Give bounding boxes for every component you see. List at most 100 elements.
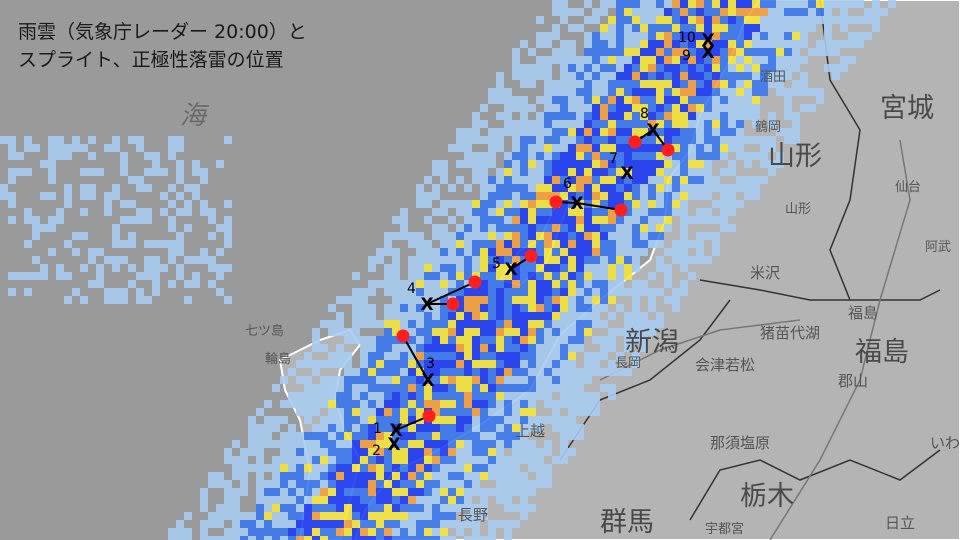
radar-cell [352, 288, 360, 296]
connector-line [576, 202, 622, 211]
radar-cell [608, 312, 616, 320]
radar-cell [528, 344, 536, 352]
radar-cell [544, 464, 552, 472]
radar-cell [456, 496, 464, 504]
radar-cell [392, 296, 400, 304]
radar-cell [432, 224, 440, 232]
radar-cell [448, 312, 456, 320]
radar-cell [344, 328, 352, 336]
radar-cell [728, 104, 736, 112]
radar-cell [392, 400, 400, 408]
radar-cell [592, 400, 600, 408]
radar-cell [568, 344, 576, 352]
radar-cell [504, 328, 512, 336]
radar-cell [664, 264, 672, 272]
radar-cell [512, 520, 520, 528]
radar-cell [560, 136, 568, 144]
radar-cell [656, 96, 664, 104]
radar-cell [536, 472, 544, 480]
radar-cell [456, 272, 464, 280]
radar-cell [280, 464, 288, 472]
radar-cell [792, 80, 800, 88]
radar-cell [712, 96, 720, 104]
radar-cell [312, 336, 320, 344]
radar-cell [392, 480, 400, 488]
radar-cell [360, 360, 368, 368]
radar-cell [832, 16, 840, 24]
radar-cell [376, 256, 384, 264]
radar-cell [176, 248, 184, 256]
radar-cell [424, 432, 432, 440]
radar-cell [664, 64, 672, 72]
radar-cell [464, 208, 472, 216]
radar-cell [696, 248, 704, 256]
radar-cell [336, 360, 344, 368]
radar-cell [328, 320, 336, 328]
radar-cell [192, 256, 200, 264]
radar-cell [664, 296, 672, 304]
radar-cell [664, 160, 672, 168]
radar-cell [496, 376, 504, 384]
radar-cell [480, 440, 488, 448]
radar-cell [416, 304, 424, 312]
radar-cell [584, 168, 592, 176]
radar-cell [368, 528, 376, 536]
radar-cell [352, 320, 360, 328]
radar-cell [536, 376, 544, 384]
radar-cell [728, 0, 736, 8]
radar-cell [48, 160, 56, 168]
radar-cell [248, 416, 256, 424]
place-label: 長野 [458, 506, 489, 524]
radar-cell [592, 368, 600, 376]
radar-cell [416, 488, 424, 496]
radar-cell [736, 120, 744, 128]
radar-cell [784, 72, 792, 80]
radar-cell [696, 160, 704, 168]
radar-cell [600, 240, 608, 248]
radar-cell [736, 96, 744, 104]
radar-cell [776, 152, 784, 160]
sprite-x-marker: X [620, 164, 633, 184]
radar-cell [112, 296, 120, 304]
radar-cell [576, 408, 584, 416]
radar-cell [720, 208, 728, 216]
radar-cell [848, 16, 856, 24]
radar-cell [560, 336, 568, 344]
sprite-x-marker: X [387, 435, 400, 455]
radar-cell [376, 472, 384, 480]
radar-cell [328, 432, 336, 440]
radar-cell [624, 128, 632, 136]
radar-cell [552, 424, 560, 432]
radar-cell [232, 504, 240, 512]
radar-cell [440, 320, 448, 328]
radar-cell [408, 360, 416, 368]
radar-cell [672, 296, 680, 304]
radar-cell [728, 160, 736, 168]
radar-cell [336, 496, 344, 504]
radar-cell [416, 256, 424, 264]
radar-cell [584, 408, 592, 416]
radar-cell [600, 200, 608, 208]
radar-cell [616, 144, 624, 152]
radar-cell [312, 384, 320, 392]
radar-cell [680, 152, 688, 160]
radar-cell [168, 216, 176, 224]
radar-cell [384, 424, 392, 432]
radar-cell [768, 112, 776, 120]
radar-cell [616, 48, 624, 56]
radar-cell [680, 200, 688, 208]
radar-cell [544, 360, 552, 368]
radar-cell [456, 176, 464, 184]
radar-cell [480, 328, 488, 336]
radar-cell [376, 464, 384, 472]
radar-cell [656, 120, 664, 128]
radar-cell [840, 64, 848, 72]
radar-cell [664, 56, 672, 64]
radar-cell [672, 256, 680, 264]
radar-cell [384, 464, 392, 472]
radar-cell [624, 104, 632, 112]
radar-cell [512, 320, 520, 328]
radar-cell [520, 40, 528, 48]
radar-cell [440, 280, 448, 288]
